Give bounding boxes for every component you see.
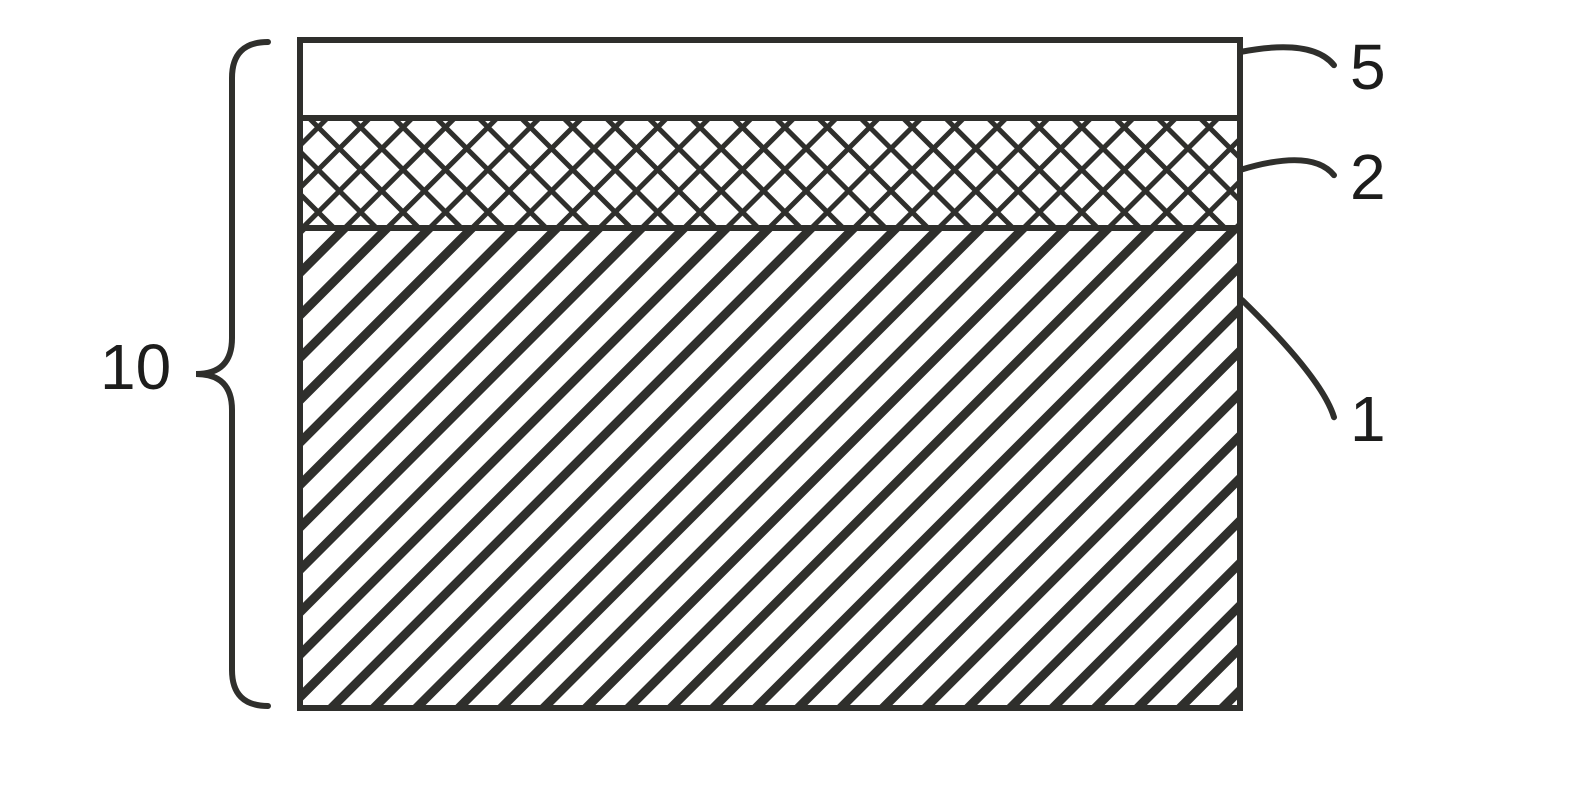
leader-5 [1240,47,1334,65]
layer1 [300,228,1240,708]
layer5 [300,40,1240,118]
label-brace: 10 [100,330,171,404]
label-5: 5 [1350,30,1386,104]
leader-2 [1240,160,1334,175]
label-2: 2 [1350,140,1386,214]
leader-1 [1242,300,1334,417]
layer2 [300,118,1240,228]
label-1: 1 [1350,382,1386,456]
brace [196,42,268,706]
